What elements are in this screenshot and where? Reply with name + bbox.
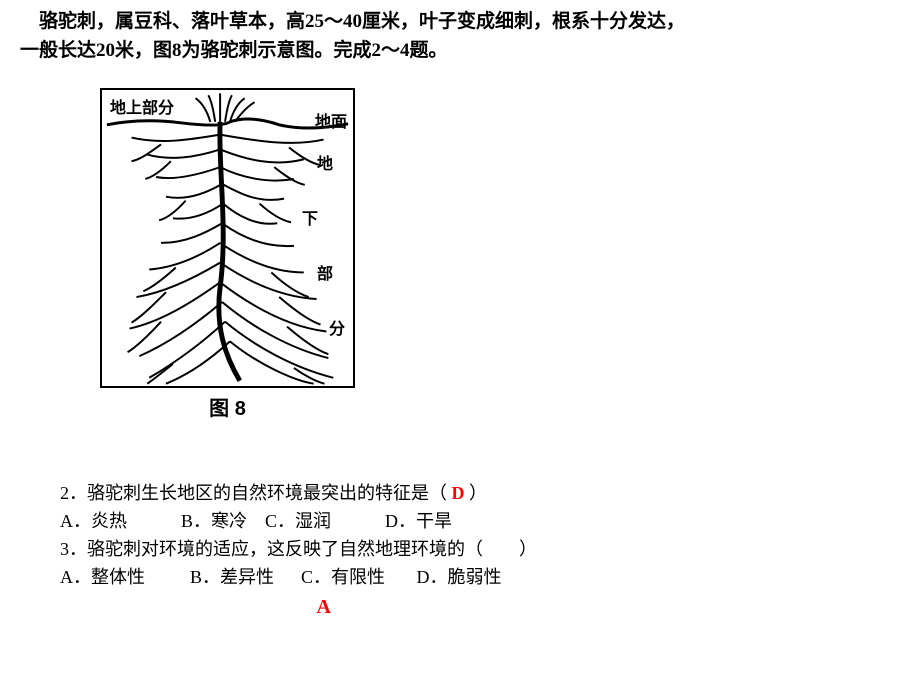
q2-stem-post: ）	[465, 483, 488, 503]
q2-stem-pre: 骆驼刺生长地区的自然环境最突出的特征是（	[87, 483, 452, 503]
q2-options-row: A．炎热 B．寒冷 C．湿润 D．干旱	[60, 508, 880, 536]
q2-answer: D	[452, 483, 465, 503]
questions-block: 2．骆驼刺生长地区的自然环境最突出的特征是（ D ） A．炎热 B．寒冷 C．湿…	[60, 480, 880, 623]
intro-line1: 骆驼刺，属豆科、落叶草本，高25～40厘米，叶子变成细刺，根系十分发达，	[20, 11, 685, 32]
label-underground-2: 下	[302, 205, 318, 229]
q3-answer: A	[317, 596, 331, 618]
q3-opt-c: C．有限性	[301, 567, 385, 587]
label-underground-3: 部	[317, 260, 333, 284]
q3-opt-b: B．差异性	[190, 567, 274, 587]
q2-opt-b: B．寒冷	[181, 511, 247, 531]
q2-num: 2．	[60, 483, 87, 503]
intro-paragraph: 骆驼刺，属豆科、落叶草本，高25～40厘米，叶子变成细刺，根系十分发达， 一般长…	[20, 8, 900, 65]
label-underground-4: 分	[329, 315, 345, 339]
q3-options-row: A．整体性 B．差异性 C．有限性 D．脆弱性	[60, 564, 880, 592]
intro-line2: 一般长达20米，图8为骆驼刺示意图。完成2～4题。	[20, 40, 448, 61]
q2-stem-row: 2．骆驼刺生长地区的自然环境最突出的特征是（ D ）	[60, 480, 880, 508]
figure-container: 地上部分 地面 地 下 部 分 图 8	[100, 88, 355, 421]
q2-opt-a: A．炎热	[60, 511, 127, 531]
figure-caption: 图 8	[100, 392, 355, 421]
q3-num: 3．	[60, 539, 87, 559]
q2-opt-c: C．湿润	[265, 511, 331, 531]
label-above-ground: 地上部分	[110, 94, 174, 118]
label-surface: 地面	[315, 108, 347, 132]
q2-opt-d: D．干旱	[385, 511, 452, 531]
q3-stem-row: 3．骆驼刺对环境的适应，这反映了自然地理环境的（ ）	[60, 536, 880, 564]
figure-box: 地上部分 地面 地 下 部 分	[100, 88, 355, 388]
q3-stem: 骆驼刺对环境的适应，这反映了自然地理环境的（ ）	[87, 539, 537, 559]
root-illustration	[102, 90, 353, 386]
label-underground-1: 地	[317, 150, 333, 174]
q3-answer-row: A	[60, 592, 880, 623]
q3-opt-a: A．整体性	[60, 567, 145, 587]
q3-opt-d: D．脆弱性	[417, 567, 502, 587]
